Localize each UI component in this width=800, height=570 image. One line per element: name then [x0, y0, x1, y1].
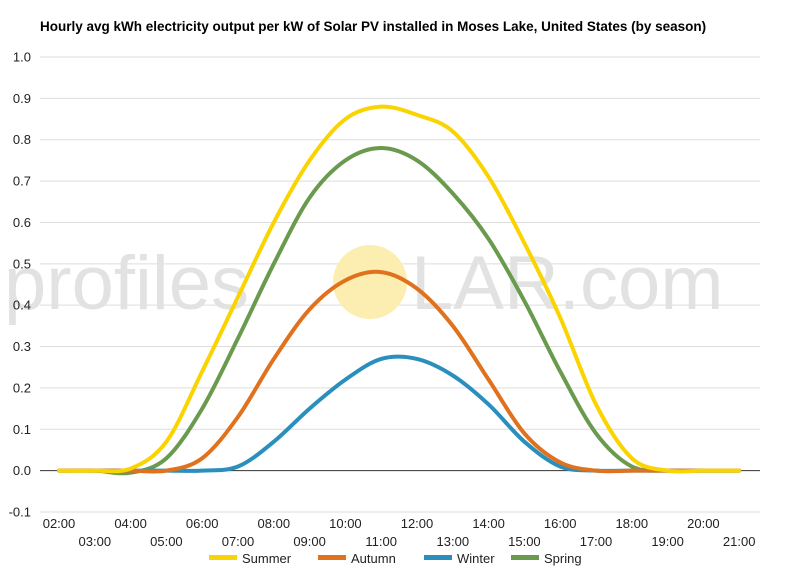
legend-label-summer: Summer — [242, 551, 292, 566]
x-tick-label: 04:00 — [114, 516, 147, 531]
y-tick-label: 0.8 — [13, 132, 31, 147]
x-tick-label: 02:00 — [43, 516, 76, 531]
series-lines — [57, 104, 742, 476]
series-line-summer — [57, 104, 742, 474]
y-tick-label: -0.1 — [9, 505, 31, 520]
x-tick-label: 20:00 — [687, 516, 720, 531]
legend: Summer Autumn Winter Spring — [209, 551, 582, 566]
x-tick-label: 12:00 — [401, 516, 434, 531]
x-tick-label: 14:00 — [472, 516, 505, 531]
watermark-sun — [333, 245, 407, 319]
grid-lines — [40, 56, 760, 513]
legend-swatch-winter — [424, 555, 452, 560]
series-line-spring — [57, 146, 742, 476]
x-tick-label: 10:00 — [329, 516, 362, 531]
legend-label-spring: Spring — [544, 551, 582, 566]
x-tick-label: 05:00 — [150, 534, 183, 549]
watermark: profiles LAR.com — [4, 241, 724, 326]
y-tick-label: 0.2 — [13, 380, 31, 395]
legend-swatch-spring — [511, 555, 539, 560]
y-tick-label: 0.7 — [13, 174, 31, 189]
legend-swatch-summer — [209, 555, 237, 560]
x-tick-label: 18:00 — [616, 516, 649, 531]
series-line-autumn — [57, 269, 742, 474]
y-tick-label: 1.0 — [13, 50, 31, 65]
x-tick-label: 16:00 — [544, 516, 577, 531]
x-tick-label: 11:00 — [365, 534, 397, 549]
y-tick-label: 0.9 — [13, 91, 31, 106]
x-tick-label: 17:00 — [580, 534, 613, 549]
y-tick-label: 0.1 — [13, 422, 31, 437]
x-tick-label: 09:00 — [293, 534, 326, 549]
legend-label-autumn: Autumn — [351, 551, 396, 566]
y-tick-label: 0.3 — [13, 339, 31, 354]
y-tick-label: 0.4 — [13, 298, 31, 313]
x-tick-label: 21:00 — [723, 534, 756, 549]
watermark-text-right: LAR.com — [411, 241, 724, 326]
x-tick-label: 03:00 — [79, 534, 112, 549]
x-tick-label: 07:00 — [222, 534, 255, 549]
x-tick-label: 06:00 — [186, 516, 219, 531]
watermark-text-left: profiles — [4, 241, 249, 326]
x-tick-label: 19:00 — [651, 534, 684, 549]
chart-title: Hourly avg kWh electricity output per kW… — [40, 19, 707, 34]
legend-label-winter: Winter — [457, 551, 495, 566]
x-tick-label: 13:00 — [437, 534, 470, 549]
axes: -0.1 0.0 0.1 0.2 0.3 0.4 0.5 0.6 0.7 0.8 0.9 1.0 02:… — [9, 50, 760, 549]
y-tick-label: 0.0 — [13, 463, 31, 478]
x-tick-label: 15:00 — [508, 534, 541, 549]
y-tick-label: 0.5 — [13, 256, 31, 271]
x-tick-label: 08:00 — [258, 516, 291, 531]
series-line-winter — [57, 354, 742, 473]
y-tick-label: 0.6 — [13, 215, 31, 230]
legend-swatch-autumn — [318, 555, 346, 560]
